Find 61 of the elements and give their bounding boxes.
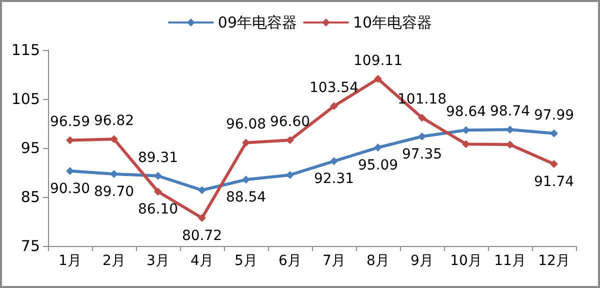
x-tick-label: 11月	[494, 253, 526, 269]
point	[330, 102, 338, 110]
point	[110, 170, 118, 178]
data-label: 96.59	[50, 114, 90, 130]
data-label: 97.35	[402, 146, 442, 162]
point	[242, 176, 250, 184]
point	[374, 144, 382, 152]
data-label: 96.60	[270, 114, 310, 130]
x-tick-label: 2月	[102, 253, 126, 269]
data-label: 88.54	[226, 190, 266, 206]
x-tick-label: 3月	[146, 253, 170, 269]
point	[110, 135, 118, 144]
point	[198, 214, 206, 222]
point	[198, 186, 206, 194]
legend-label: 10年电容器	[353, 14, 432, 32]
data-label: 86.10	[138, 202, 178, 218]
x-tick-label: 9月	[410, 253, 434, 269]
data-label: 95.09	[358, 158, 398, 174]
point	[418, 114, 426, 122]
data-label: 92.31	[314, 171, 354, 188]
data-label: 91.74	[534, 174, 574, 190]
data-label: 89.70	[94, 184, 134, 200]
point	[550, 129, 558, 138]
point	[462, 126, 470, 134]
data-label: 89.31	[138, 150, 178, 166]
data-label: 96.82	[94, 113, 134, 130]
x-tick-label: 7月	[322, 253, 346, 269]
point	[418, 132, 426, 140]
point	[242, 138, 250, 147]
data-label: 90.30	[50, 181, 90, 198]
x-tick-label: 10月	[450, 253, 482, 269]
point	[154, 188, 162, 196]
point	[286, 170, 294, 179]
point	[66, 136, 74, 144]
point	[154, 172, 162, 180]
x-tick-label: 5月	[234, 253, 258, 269]
point	[550, 160, 558, 168]
x-tick-label: 8月	[366, 253, 390, 269]
y-tick-label: 115	[11, 41, 40, 59]
y-tick-label: 105	[11, 90, 40, 108]
x-tick-label: 12月	[538, 253, 570, 269]
y-tick-label: 95	[20, 139, 40, 157]
point	[330, 157, 338, 166]
data-label: 96.08	[226, 116, 266, 133]
y-tick-label: 75	[20, 237, 40, 255]
data-label: 97.99	[534, 107, 574, 124]
point	[462, 140, 470, 148]
data-label: 109.11	[354, 52, 402, 69]
y-tick-label: 85	[20, 188, 40, 206]
point	[506, 126, 514, 134]
data-label: 103.54	[310, 80, 359, 96]
data-label: 98.74	[490, 104, 530, 120]
x-tick-label: 4月	[190, 253, 214, 269]
legend-label: 09年电容器	[218, 14, 298, 32]
data-label: 98.64	[446, 104, 486, 120]
point	[286, 136, 294, 144]
point	[374, 74, 382, 83]
point	[66, 167, 74, 176]
x-tick-label: 1月	[58, 253, 82, 269]
data-label: 80.72	[182, 228, 222, 244]
x-tick-label: 6月	[278, 253, 302, 269]
